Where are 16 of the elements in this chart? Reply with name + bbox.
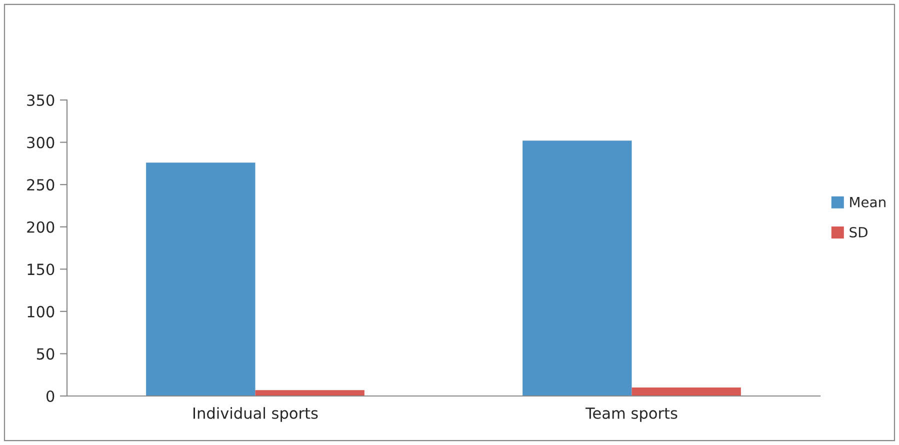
y-tick-label: 200	[27, 221, 54, 233]
y-tick-label: 350	[27, 94, 54, 106]
y-tick-label: 0	[46, 390, 54, 402]
y-tick-label: 250	[27, 179, 54, 191]
bar	[255, 390, 364, 396]
y-tick-label: 50	[36, 348, 54, 360]
bar	[146, 162, 256, 396]
x-tick-label: Individual sports	[194, 407, 318, 422]
bar	[522, 140, 632, 396]
x-tick-label: Team sports	[585, 408, 678, 422]
y-tick-label: 150	[28, 264, 54, 276]
y-tick-label: 100	[28, 306, 54, 318]
legend-label: SD	[850, 226, 868, 238]
bar	[632, 388, 741, 396]
y-tick-label: 300	[27, 136, 54, 148]
legend-label: Mean	[850, 197, 886, 208]
